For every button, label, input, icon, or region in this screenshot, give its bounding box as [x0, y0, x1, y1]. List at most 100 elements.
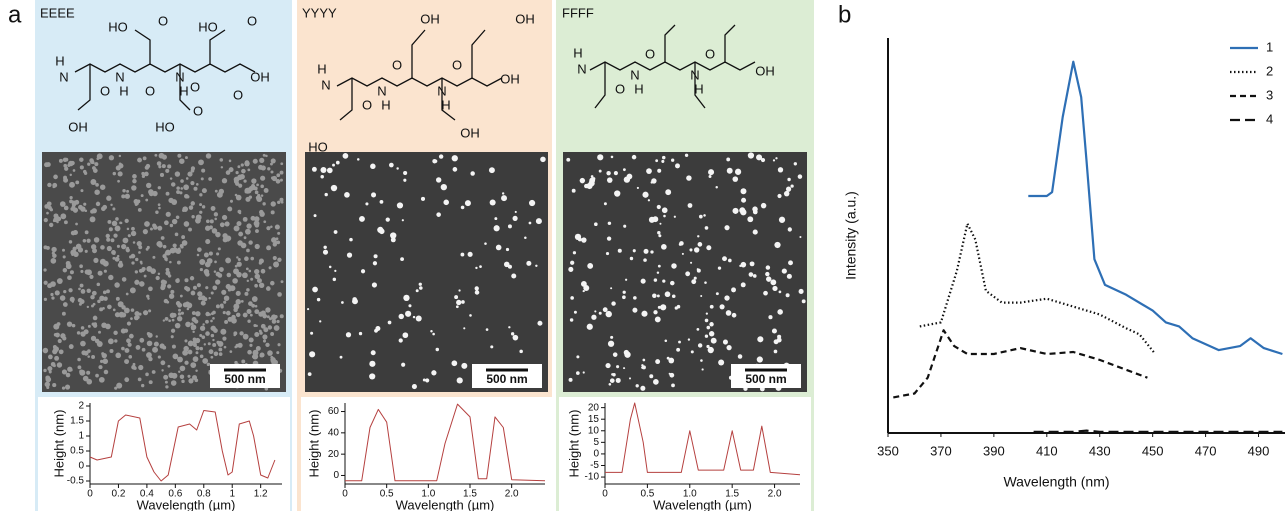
afm-particle: [643, 258, 647, 262]
afm-particle: [176, 260, 181, 265]
afm-particle: [98, 330, 101, 334]
afm-particle: [94, 189, 100, 195]
afm-particle: [535, 218, 542, 225]
afm-particle: [100, 359, 104, 364]
afm-particle: [345, 332, 352, 338]
structure-label: OH: [500, 71, 520, 86]
afm-particle: [228, 167, 234, 173]
afm-particle: [671, 263, 677, 269]
afm-particle: [161, 164, 166, 169]
peptide-name: FFFF: [562, 5, 594, 20]
afm-particle: [160, 236, 165, 240]
afm-particle: [722, 256, 727, 262]
afm-particle: [657, 305, 661, 309]
structure-label: OH: [68, 119, 88, 134]
x-tick-label: 1.0: [683, 489, 697, 500]
afm-particle: [84, 230, 89, 235]
afm-particle: [205, 311, 210, 317]
afm-particle: [133, 366, 137, 370]
afm-particle: [195, 351, 199, 355]
afm-particle: [252, 158, 258, 164]
afm-particle: [157, 355, 161, 359]
afm-particle: [142, 310, 149, 316]
y-tick-label: 0: [78, 461, 84, 472]
afm-particle: [666, 356, 670, 360]
afm-particle: [566, 157, 571, 162]
afm-particle: [708, 174, 712, 178]
afm-particle: [176, 186, 180, 190]
afm-particle: [469, 314, 472, 317]
afm-particle: [238, 211, 242, 215]
structure-label: O: [615, 81, 625, 96]
afm-particle: [573, 310, 577, 314]
afm-particle: [641, 310, 648, 317]
afm-particle: [178, 370, 181, 374]
y-tick-label: 20: [588, 402, 600, 413]
afm-particle: [609, 378, 615, 383]
structure-label: H: [573, 45, 582, 60]
afm-particle: [137, 377, 142, 382]
afm-particle: [698, 214, 703, 219]
afm-image: [563, 152, 807, 392]
afm-particle: [440, 184, 447, 191]
afm-particle: [252, 349, 259, 356]
afm-particle: [655, 359, 661, 365]
afm-particle: [199, 334, 203, 338]
afm-particle: [432, 332, 435, 336]
afm-particle: [53, 174, 58, 180]
afm-particle: [258, 261, 263, 265]
afm-particle: [128, 333, 134, 339]
afm-particle: [587, 263, 594, 269]
afm-particle: [53, 332, 58, 337]
afm-particle: [83, 202, 87, 206]
afm-particle: [226, 272, 232, 278]
afm-particle: [671, 158, 675, 162]
x-tick-label: 390: [983, 443, 1005, 458]
afm-particle: [752, 229, 758, 235]
afm-particle: [114, 312, 121, 318]
afm-particle: [130, 317, 133, 320]
afm-particle: [512, 334, 519, 341]
structure-label: N: [115, 69, 124, 84]
afm-particle: [141, 383, 145, 388]
afm-particle: [103, 369, 109, 375]
afm-particle: [215, 304, 220, 309]
afm-particle: [341, 301, 344, 304]
afm-particle: [131, 185, 137, 191]
y-tick-label: 1: [78, 431, 84, 442]
afm-particle: [52, 182, 58, 188]
afm-particle: [52, 219, 56, 223]
afm-particle: [270, 201, 276, 207]
peptide-name: YYYY: [302, 5, 337, 20]
afm-particle: [116, 382, 123, 389]
structure-label: HO: [155, 119, 175, 134]
afm-particle: [757, 336, 764, 343]
afm-particle: [141, 171, 145, 176]
afm-particle: [199, 259, 206, 265]
structure-label: H: [317, 61, 326, 76]
afm-particle: [48, 354, 53, 360]
afm-particle: [689, 248, 693, 252]
legend-label: 1: [1266, 39, 1273, 54]
afm-particle: [213, 270, 217, 273]
afm-particle: [613, 171, 618, 176]
afm-particle: [255, 195, 260, 200]
structure-label: O: [392, 57, 402, 72]
afm-particle: [240, 163, 244, 167]
afm-particle: [43, 245, 48, 250]
afm-particle: [737, 354, 743, 359]
afm-particle: [50, 258, 57, 264]
structure-label: H: [381, 97, 390, 112]
afm-particle: [320, 166, 327, 174]
afm-particle: [603, 202, 607, 206]
afm-particle: [191, 215, 195, 219]
afm-particle: [787, 177, 791, 182]
afm-particle: [44, 381, 51, 388]
afm-particle: [342, 153, 349, 159]
afm-particle: [747, 216, 754, 223]
afm-particle: [622, 290, 626, 294]
afm-particle: [646, 168, 652, 175]
afm-particle: [193, 186, 198, 191]
afm-particle: [138, 364, 144, 371]
afm-particle: [69, 181, 75, 188]
